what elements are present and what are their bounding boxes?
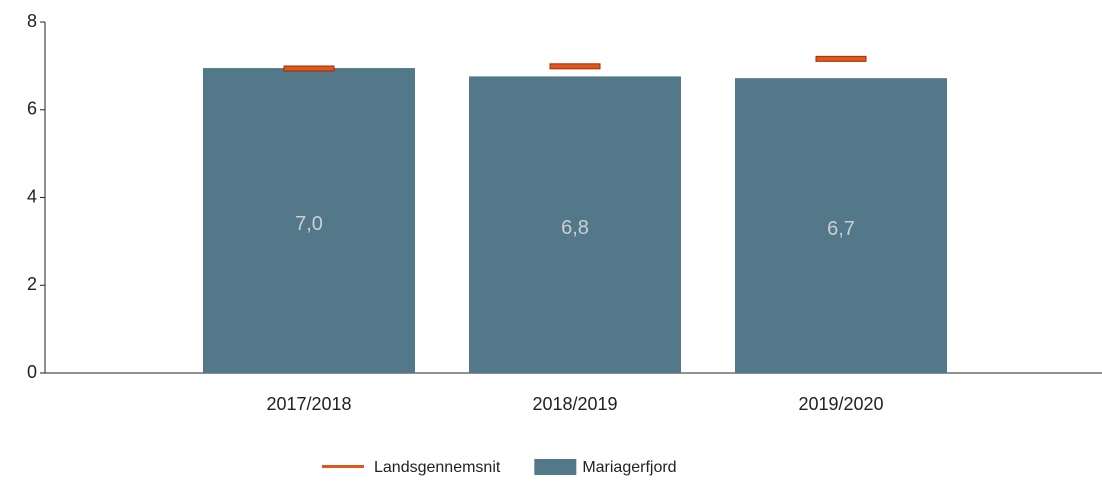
average-marker	[283, 65, 335, 72]
y-tick-label: 4	[27, 186, 37, 206]
y-tick-label: 6	[27, 99, 37, 119]
bar	[469, 76, 681, 373]
bar	[203, 68, 415, 373]
legend-label: Mariagerfjord	[582, 459, 676, 476]
x-tick-label: 2019/2020	[798, 394, 883, 414]
bar-value-label: 6,8	[561, 217, 589, 239]
bar-value-label: 6,7	[827, 218, 855, 240]
legend-label: Landsgennemsnit	[374, 459, 501, 476]
y-tick-label: 0	[27, 362, 37, 382]
x-tick-label: 2018/2019	[532, 394, 617, 414]
y-tick-label: 2	[27, 274, 37, 294]
average-marker	[815, 55, 867, 62]
average-marker	[549, 63, 601, 70]
bar	[735, 78, 947, 373]
legend-swatch	[534, 459, 577, 475]
legend-swatch	[322, 465, 364, 468]
bar-value-label: 7,0	[295, 213, 323, 235]
y-tick-label: 8	[27, 11, 37, 31]
x-tick-label: 2017/2018	[266, 394, 351, 414]
